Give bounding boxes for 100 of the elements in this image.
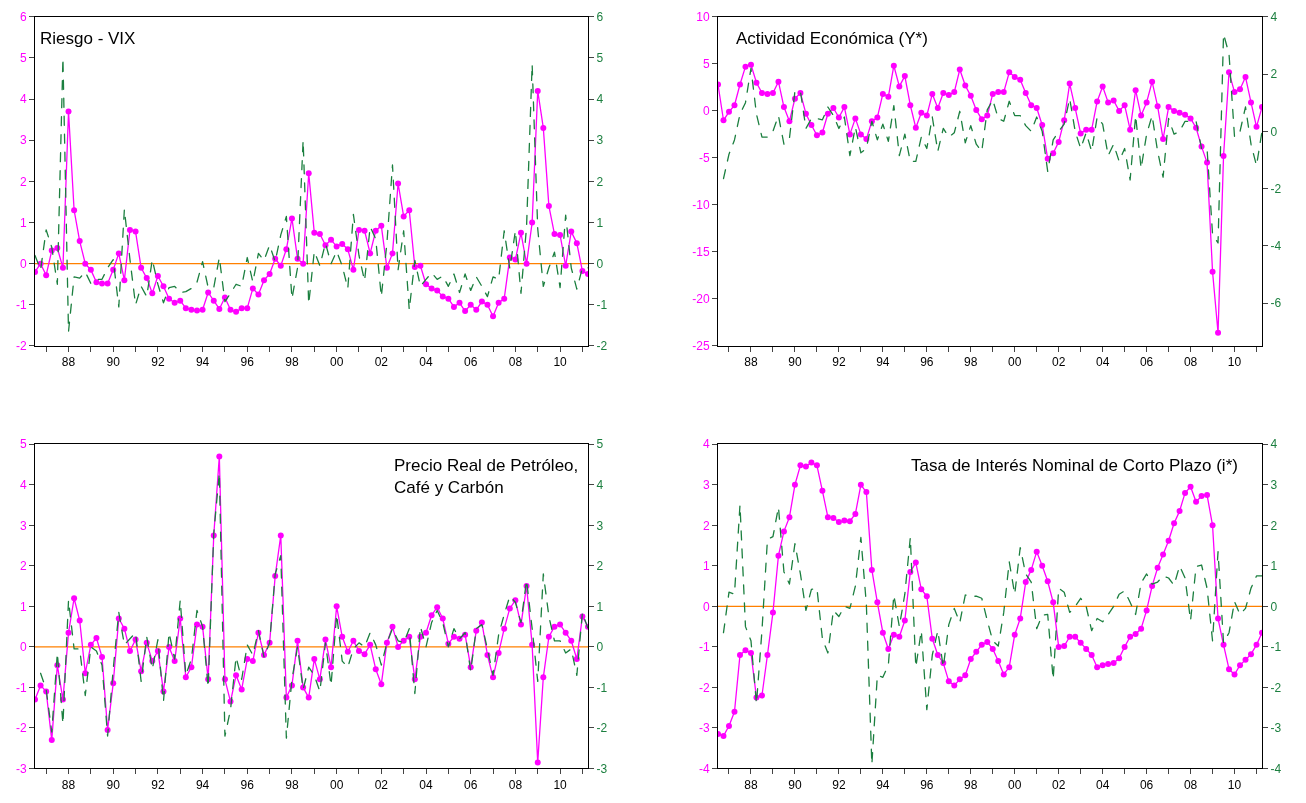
x-tick-label: 96 [240, 777, 255, 792]
x-tick-label: 98 [964, 355, 978, 370]
y2-tick-label: -2 [1270, 680, 1282, 695]
y2-tick-label: 1 [596, 215, 604, 230]
x-tick-label: 04 [419, 355, 433, 370]
y2-tick-label: 4 [596, 477, 604, 492]
x-tick-label: 94 [876, 777, 890, 792]
x-tick-label: 10 [1227, 777, 1242, 792]
y-tick-label: 5 [19, 51, 27, 66]
y2-tick-label: 5 [596, 51, 604, 66]
x-tick-label: 02 [374, 355, 389, 370]
y-tick-label: 6 [19, 10, 27, 25]
x-tick-label: 00 [1008, 355, 1022, 370]
y-tick-label: -25 [692, 339, 710, 354]
y2-tick-label: 1 [596, 599, 604, 614]
y-tick-label: 1 [19, 215, 27, 230]
y-tick-label: 4 [702, 437, 710, 452]
y-tick-label: 3 [19, 518, 27, 533]
y2-tick-label: 1 [1270, 559, 1278, 574]
y-tick-label: 5 [702, 57, 710, 72]
x-tick-label: 06 [464, 355, 478, 370]
x-tick-label: 08 [1183, 355, 1198, 370]
x-tick-label: 06 [464, 777, 478, 792]
y2-tick-label: 0 [596, 640, 604, 655]
y2-tick-label: -2 [596, 339, 608, 354]
x-tick-label: 96 [920, 777, 934, 792]
x-tick-label: 06 [1139, 777, 1154, 792]
y2-tick-label: -3 [596, 761, 608, 776]
text: Precio Real de Petróleo, Café y Carbón [394, 456, 579, 498]
y-tick-label: -10 [692, 198, 710, 213]
y2-tick-label: 3 [596, 518, 604, 533]
y-tick-label: 0 [702, 599, 710, 614]
y-tick-label: 0 [19, 256, 27, 271]
x-tick-label: 98 [285, 777, 299, 792]
y-tick-label: -1 [15, 680, 27, 695]
x-tick-label: 10 [553, 777, 568, 792]
y-tick-label: -5 [698, 151, 710, 166]
x-tick-label: 90 [788, 355, 802, 370]
y-tick-label: 1 [19, 599, 27, 614]
y-tick-label: 0 [702, 104, 710, 119]
y2-tick-label: 0 [596, 256, 604, 271]
x-tick-label: 88 [61, 355, 76, 370]
x-tick-label: 10 [553, 355, 568, 370]
x-tick-label: 92 [832, 355, 846, 370]
x-tick-label: 88 [744, 777, 758, 792]
y2-tick-label: -3 [1270, 721, 1282, 736]
text: Tasa de Interés Nominal de Corto Plazo (i*) [911, 456, 1238, 475]
text: Actividad Económica (Y*) [736, 29, 928, 48]
y2-tick-label: -6 [1270, 296, 1282, 311]
x-tick-label: 88 [744, 355, 758, 370]
x-tick-label: 04 [1095, 355, 1110, 370]
y2-tick-label: 0 [1270, 124, 1278, 139]
y-tick-label: -4 [698, 761, 710, 776]
y2-tick-label: 3 [1270, 477, 1278, 492]
x-tick-label: 92 [151, 355, 165, 370]
y-tick-label: 3 [19, 133, 27, 148]
text: Riesgo - VIX [40, 29, 136, 48]
x-tick-label: 06 [1139, 355, 1154, 370]
y-tick-label: -2 [15, 339, 27, 354]
y-tick-label: 0 [19, 640, 27, 655]
y-tick-label: -3 [15, 761, 27, 776]
x-tick-label: 00 [329, 777, 344, 792]
x-tick-label: 90 [788, 777, 802, 792]
y-tick-label: -15 [692, 245, 710, 260]
y2-tick-label: -4 [1270, 239, 1282, 254]
x-tick-label: 04 [1095, 777, 1110, 792]
x-tick-label: 08 [508, 777, 523, 792]
y-tick-label: -20 [692, 292, 710, 307]
x-tick-label: 92 [151, 777, 165, 792]
y-tick-label: -1 [698, 640, 710, 655]
x-tick-label: 96 [240, 355, 255, 370]
x-tick-label: 92 [832, 777, 846, 792]
y-tick-label: 2 [702, 518, 710, 533]
x-tick-label: 00 [1008, 777, 1022, 792]
x-tick-label: 90 [106, 777, 121, 792]
y2-tick-label: 5 [596, 437, 604, 452]
y2-tick-label: 2 [596, 559, 604, 574]
y-tick-label: 3 [702, 477, 710, 492]
x-tick-label: 98 [285, 355, 299, 370]
x-tick-label: 10 [1227, 355, 1242, 370]
y-tick-label: 2 [19, 174, 27, 189]
y-tick-label: 2 [19, 559, 27, 574]
y-tick-label: -2 [698, 680, 710, 695]
x-tick-label: 94 [195, 777, 210, 792]
x-tick-label: 90 [106, 355, 121, 370]
x-tick-label: 88 [61, 777, 76, 792]
x-tick-label: 94 [876, 355, 890, 370]
y2-tick-label: 2 [1270, 67, 1278, 82]
x-tick-label: 02 [1052, 355, 1066, 370]
y2-tick-label: -2 [596, 721, 608, 736]
y2-tick-label: 2 [596, 174, 604, 189]
y2-tick-label: 4 [596, 92, 604, 107]
y2-tick-label: 3 [596, 133, 604, 148]
x-tick-label: 02 [374, 777, 389, 792]
y2-tick-label: 6 [596, 10, 604, 25]
x-tick-label: 02 [1052, 777, 1066, 792]
x-tick-label: 08 [508, 355, 523, 370]
y-tick-label: 4 [19, 92, 27, 107]
y2-tick-label: -2 [1270, 181, 1282, 196]
y-tick-label: -3 [698, 721, 710, 736]
